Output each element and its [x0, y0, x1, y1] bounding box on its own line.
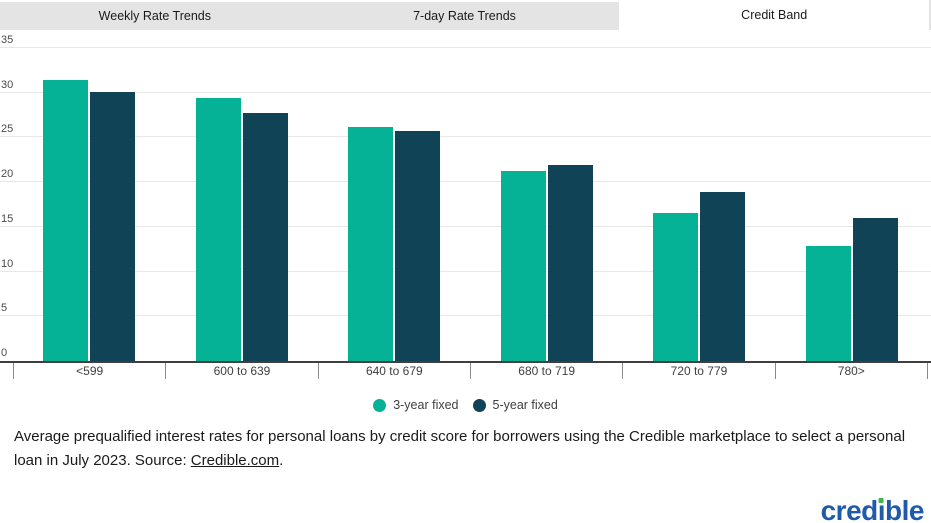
x-axis-category-label: 640 to 679: [317, 363, 470, 379]
credit-band-chart: 0 5 10 15 20 25 30 35 <599 600 to 639 640 to 679 6…: [0, 35, 931, 379]
gridline: [0, 47, 931, 48]
legend-label: 3-year fixed: [393, 398, 459, 412]
bar-3-year-fixed: [348, 126, 394, 361]
legend-dot-icon: [373, 398, 387, 412]
x-axis-category-label: 680 to 719: [469, 363, 622, 379]
category-band: [471, 48, 624, 361]
category-band: [166, 48, 319, 361]
y-axis-tick-label: 30: [1, 78, 14, 91]
logo-row: cred ıble: [0, 497, 931, 523]
x-axis-row: <599 600 to 639 640 to 679 680 to 719 720 to…: [0, 363, 931, 379]
bands: [13, 48, 928, 361]
category-band: [776, 48, 929, 361]
credible-com-link[interactable]: Credible.com: [190, 452, 280, 469]
category-band: [318, 48, 471, 361]
tab-credit-band[interactable]: Credit Band: [619, 0, 931, 30]
logo-letter-i: ı: [877, 495, 886, 523]
logo-text-post: ble: [885, 495, 924, 523]
tab-7-day-rate-trends[interactable]: 7-day Rate Trends: [309, 2, 620, 30]
bar-3-year-fixed: [43, 80, 89, 361]
bar-3-year-fixed: [500, 171, 546, 361]
tab-weekly-rate-trends[interactable]: Weekly Rate Trends: [0, 2, 310, 30]
legend-dot-icon: [472, 398, 486, 412]
bar-3-year-fixed: [195, 98, 241, 361]
legend: 3-year fixed 5-year fixed: [0, 398, 931, 412]
bar-5-year-fixed: [90, 91, 136, 361]
x-axis-category-label: 600 to 639: [165, 363, 317, 379]
caption-suffix: .: [279, 452, 284, 469]
gridline: [0, 181, 931, 183]
y-axis-tick-label: 35: [1, 34, 14, 46]
x-axis-category-label: 780>: [774, 363, 928, 379]
bar-5-year-fixed: [395, 131, 441, 361]
bar-3-year-fixed: [805, 245, 851, 361]
y-axis-tick-label: 25: [1, 123, 14, 136]
category-band: [13, 48, 166, 361]
caption: Average prequalified interest rates for …: [14, 425, 917, 473]
y-axis-tick-label: 10: [1, 257, 14, 270]
y-axis-tick-label: 5: [1, 302, 8, 315]
gridline: [0, 91, 931, 93]
category-band: [623, 48, 776, 361]
bar-5-year-fixed: [700, 191, 746, 361]
legend-label: 5-year fixed: [492, 398, 558, 412]
y-axis-tick-label: 20: [1, 168, 14, 181]
logo-i-stem: ı: [877, 495, 886, 523]
legend-item: 3-year fixed: [373, 398, 459, 412]
tab-bar: Weekly Rate Trends 7-day Rate Trends Cre…: [0, 0, 931, 30]
logo-text-pre: cred: [820, 495, 879, 523]
gridline: [0, 225, 931, 227]
y-axis-tick-label: 15: [1, 212, 14, 225]
caption-text: Average prequalified interest rates for …: [14, 428, 906, 469]
x-axis-category-label: <599: [13, 363, 165, 379]
plot-area: 0 5 10 15 20 25 30 35: [0, 35, 931, 363]
gridline: [0, 315, 931, 317]
logo-green-dot-icon: [878, 497, 884, 503]
credible-logo: cred ıble: [820, 495, 925, 523]
y-axis-tick-label: 0: [1, 347, 8, 359]
legend-item: 5-year fixed: [472, 398, 558, 412]
bar-5-year-fixed: [852, 217, 898, 361]
gridline: [0, 136, 931, 138]
bar-5-year-fixed: [547, 165, 593, 361]
gridline: [0, 270, 931, 272]
bar-5-year-fixed: [242, 113, 288, 361]
bar-3-year-fixed: [653, 213, 699, 361]
x-axis-category-label: 720 to 779: [622, 363, 774, 379]
